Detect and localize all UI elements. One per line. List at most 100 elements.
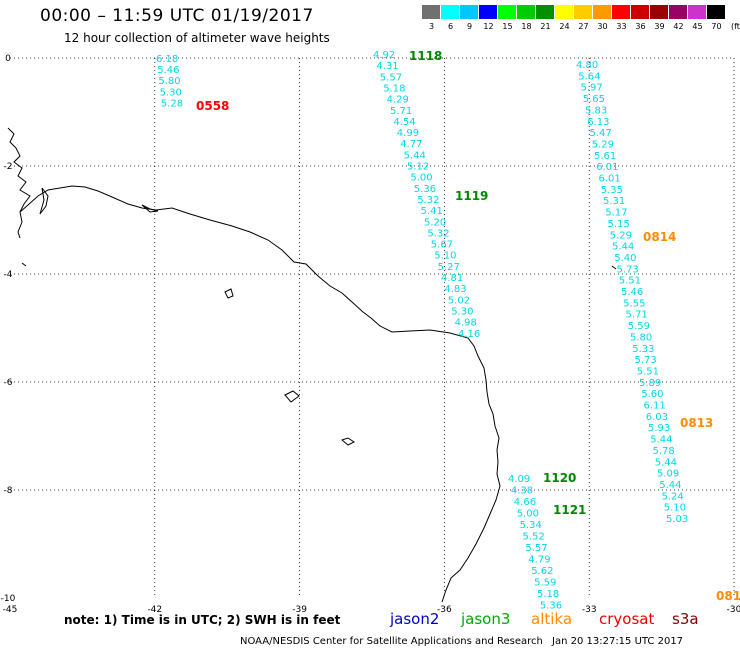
- wave-height-value: 5.47: [590, 128, 612, 139]
- lat-tick-label: -2: [4, 162, 13, 172]
- wave-height-value: 4.29: [387, 95, 409, 106]
- wave-height-value: 5.80: [630, 332, 652, 343]
- legend-swatch-6: [441, 5, 460, 19]
- legend-label-45: 45: [692, 22, 703, 31]
- legend-label-39: 39: [654, 22, 665, 31]
- wave-height-value: 5.44: [650, 435, 672, 446]
- pass-time-label: 1118: [409, 49, 442, 63]
- wave-height-value: 4.09: [508, 474, 530, 485]
- lon-tick-label: -39: [292, 605, 307, 615]
- map-grid: -45 -42 -39 -36 -33 -30 0 -2 -4 -6 -8 -10: [1, 54, 740, 615]
- wave-height-value: 5.29: [592, 139, 614, 150]
- legend-swatch-27: [574, 5, 593, 19]
- wave-height-value: 5.93: [648, 423, 670, 434]
- wave-height-value: 5.67: [431, 240, 453, 251]
- legend-label-3: 3: [428, 22, 435, 31]
- wave-height-value: 5.44: [655, 457, 677, 468]
- pass-time-label: 0814: [643, 230, 676, 244]
- wave-height-value: 5.27: [438, 262, 460, 273]
- legend-swatch-45: [688, 5, 707, 19]
- lon-tick-label: -36: [437, 605, 452, 615]
- pass-time-label: 0558: [196, 99, 229, 113]
- lat-tick-label: 0: [5, 54, 11, 64]
- legend-swatch-30: [593, 5, 612, 19]
- wave-height-value: 5.00: [517, 509, 539, 520]
- wave-height-value: 5.31: [603, 196, 625, 207]
- wave-height-value: 5.28: [161, 98, 183, 109]
- island-2: [141, 204, 159, 213]
- wave-height-value: 5.57: [525, 543, 547, 554]
- wave-height-value: 5.36: [540, 601, 562, 612]
- wave-height-value: 5.12: [407, 162, 429, 173]
- wave-height-value: 5.30: [160, 87, 182, 98]
- legend-label-6: 6: [447, 22, 454, 31]
- wave-height-value: 5.44: [659, 480, 681, 491]
- wave-height-value: 5.20: [424, 217, 446, 228]
- footer: NOAA/NESDIS Center for Satellite Applica…: [0, 630, 740, 650]
- wave-height-value: 5.64: [578, 71, 600, 82]
- wave-height-value: 5.33: [632, 344, 654, 355]
- legend-label-9: 9: [466, 22, 473, 31]
- footnote: note: 1) Time is in UTC; 2) SWH is in fe…: [64, 613, 341, 627]
- wave-height-value: 5.02: [448, 295, 470, 306]
- pass-time-label: 1120: [543, 471, 576, 485]
- wave-height-value: 5.32: [427, 228, 449, 239]
- altimeter-tracks: 6.185.465.805.305.28 05584.924.315.575.18…: [156, 49, 740, 612]
- wave-height-value: 5.60: [641, 389, 663, 400]
- footer-generated-time: Jan 20 13:27:15 UTC 2017: [552, 636, 684, 647]
- coastline-northeast-outline: [7, 127, 31, 239]
- wave-height-value: 6.01: [596, 162, 618, 173]
- wave-height-value: 5.57: [380, 72, 402, 83]
- lon-tick-label: -45: [3, 605, 18, 615]
- wave-height-value: 5.89: [639, 378, 661, 389]
- wave-height-value: 5.46: [157, 65, 179, 76]
- wave-height-value: 5.73: [635, 355, 657, 366]
- wave-height-value: 5.55: [623, 298, 645, 309]
- wave-height-value: 6.11: [644, 401, 666, 412]
- wave-height-value: 5.09: [657, 469, 679, 480]
- legend-swatch-24: [555, 5, 574, 19]
- coastline-south-america: [19, 185, 501, 603]
- wave-height-value: 5.34: [520, 520, 542, 531]
- wave-height-value: 5.51: [619, 276, 641, 287]
- lon-tick-label: -33: [582, 605, 597, 615]
- satellite-legend-cryosat: cryosat: [599, 610, 655, 628]
- satellite-legend-jason3: jason3: [461, 610, 511, 628]
- wave-height-value: 4.81: [441, 273, 463, 284]
- legend-label-36: 36: [635, 22, 646, 31]
- wave-height-value: 5.83: [585, 105, 607, 116]
- lat-tick-label: -8: [4, 486, 13, 496]
- wave-height-value: 4.98: [455, 318, 477, 329]
- wave-height-value: 5.44: [612, 242, 634, 253]
- wave-height-value: 6.03: [646, 412, 668, 423]
- legend-swatch-36: [631, 5, 650, 19]
- island-3: [224, 288, 234, 299]
- wave-height-value: 6.18: [156, 54, 178, 65]
- wave-height-value: 5.29: [610, 230, 632, 241]
- wave-height-value: 5.51: [637, 366, 659, 377]
- wave-height-value: 5.24: [662, 491, 684, 502]
- wave-height-value: 4.83: [444, 284, 466, 295]
- wave-height-value: 5.17: [605, 208, 627, 219]
- legend-label-27: 27: [578, 22, 589, 31]
- wave-height-value: 5.52: [523, 532, 545, 543]
- wave-height-value: 5.46: [621, 287, 643, 298]
- wave-height-value: 5.41: [421, 206, 443, 217]
- wave-height-value: 4.77: [400, 139, 422, 150]
- legend-swatch-70: [707, 5, 726, 19]
- lon-tick-label: -30: [727, 605, 740, 615]
- legend-label-30: 30: [597, 22, 608, 31]
- wave-height-value: 5.62: [531, 566, 553, 577]
- wave-height-value: 6.13: [587, 117, 609, 128]
- satellite-legend-s3a: s3a: [672, 610, 699, 628]
- legend-swatch-3: [422, 5, 441, 19]
- legend-swatch-18: [517, 5, 536, 19]
- legend-swatch-42: [669, 5, 688, 19]
- wave-height-value: 5.78: [653, 446, 675, 457]
- wave-height-value: 4.16: [458, 329, 480, 340]
- wave-height-value: 5.10: [664, 503, 686, 514]
- island-1: [39, 187, 49, 215]
- legend-unit-label: (ft): [730, 22, 740, 31]
- legend-label-21: 21: [540, 22, 551, 31]
